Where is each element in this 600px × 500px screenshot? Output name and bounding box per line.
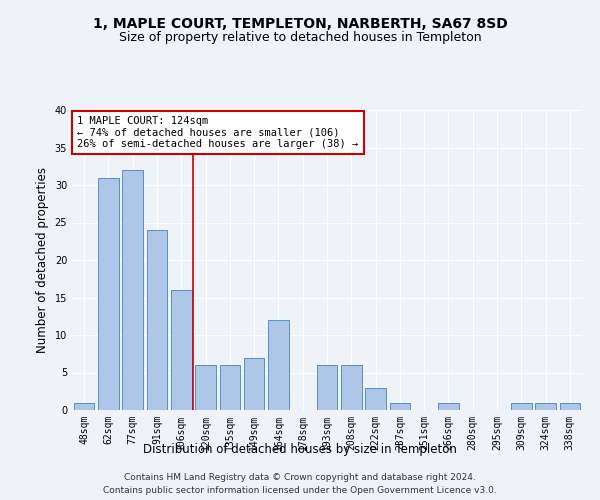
Bar <box>220 365 240 410</box>
Bar <box>535 402 556 410</box>
Y-axis label: Number of detached properties: Number of detached properties <box>36 167 49 353</box>
Bar <box>98 178 119 410</box>
Bar <box>244 358 265 410</box>
Bar <box>74 402 94 410</box>
Bar <box>268 320 289 410</box>
Text: Distribution of detached houses by size in Templeton: Distribution of detached houses by size … <box>143 442 457 456</box>
Bar <box>511 402 532 410</box>
Text: Size of property relative to detached houses in Templeton: Size of property relative to detached ho… <box>119 31 481 44</box>
Bar <box>389 402 410 410</box>
Bar <box>438 402 459 410</box>
Text: Contains HM Land Registry data © Crown copyright and database right 2024.
Contai: Contains HM Land Registry data © Crown c… <box>103 473 497 495</box>
Bar <box>560 402 580 410</box>
Bar <box>341 365 362 410</box>
Bar <box>171 290 191 410</box>
Bar <box>195 365 216 410</box>
Bar <box>122 170 143 410</box>
Text: 1, MAPLE COURT, TEMPLETON, NARBERTH, SA67 8SD: 1, MAPLE COURT, TEMPLETON, NARBERTH, SA6… <box>92 18 508 32</box>
Bar <box>365 388 386 410</box>
Bar <box>146 230 167 410</box>
Bar <box>317 365 337 410</box>
Text: 1 MAPLE COURT: 124sqm
← 74% of detached houses are smaller (106)
26% of semi-det: 1 MAPLE COURT: 124sqm ← 74% of detached … <box>77 116 358 149</box>
